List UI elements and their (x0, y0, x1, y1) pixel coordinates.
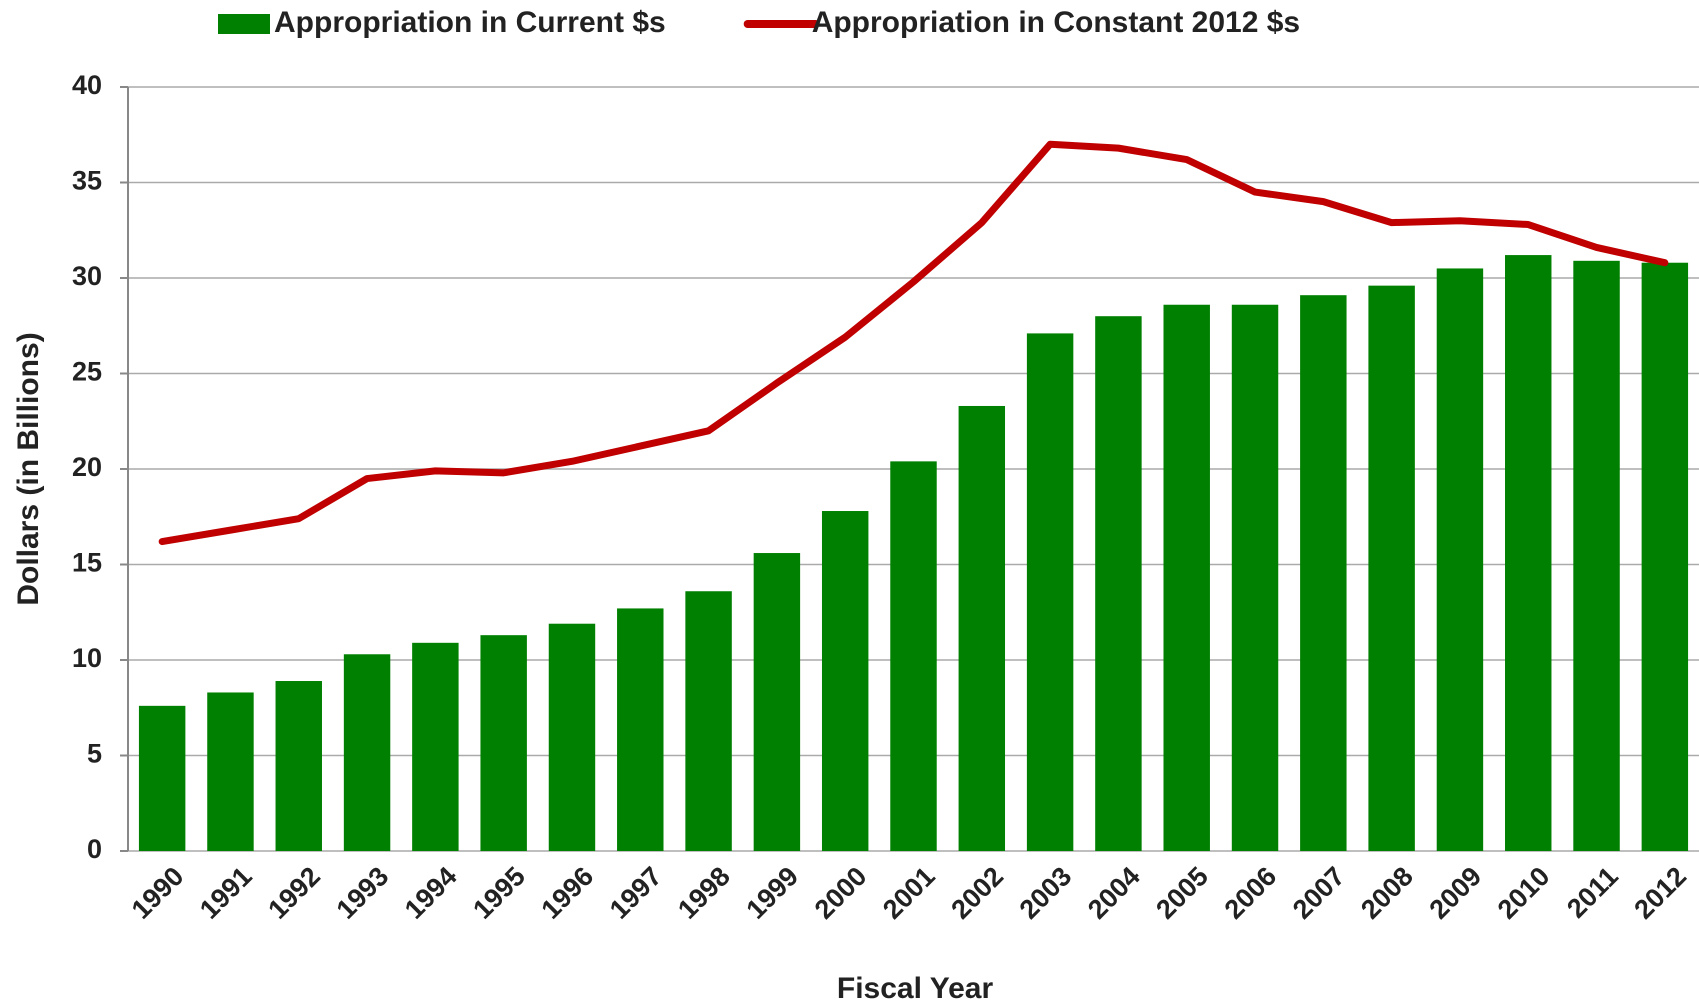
x-tick-label: 1990 (126, 861, 190, 925)
x-tick-label: 1992 (262, 861, 326, 925)
y-tick-label: 40 (72, 70, 102, 100)
x-tick-label: 2001 (877, 861, 941, 925)
bar (958, 405, 1006, 851)
x-tick-label: 2004 (1082, 861, 1146, 925)
y-tick-label: 35 (72, 166, 102, 196)
y-tick-label: 10 (72, 643, 102, 673)
bar (1505, 255, 1552, 851)
bar (1231, 304, 1279, 851)
x-tick-label: 2010 (1492, 861, 1556, 925)
x-tick-label: 1998 (672, 861, 736, 925)
bar (890, 461, 937, 851)
bar (1163, 304, 1210, 851)
x-tick-label: 1996 (536, 861, 600, 925)
x-tick-label: 2009 (1424, 861, 1488, 925)
x-tick-label: 2012 (1628, 861, 1692, 925)
x-tick-label: 2006 (1219, 861, 1283, 925)
bar (412, 642, 459, 851)
bar (275, 681, 322, 851)
bar (1573, 260, 1620, 851)
x-tick-label: 2011 (1561, 861, 1624, 924)
y-tick-label: 15 (72, 548, 102, 578)
bar (685, 591, 732, 851)
bar (1641, 262, 1689, 852)
x-tick-label: 1997 (604, 861, 668, 925)
bar (1300, 295, 1347, 851)
y-tick-label: 5 (87, 739, 102, 769)
bar (753, 553, 801, 851)
x-tick-label: 2008 (1355, 861, 1419, 925)
x-tick-label: 2002 (945, 861, 1009, 925)
legend-swatch (218, 14, 270, 34)
bar (617, 608, 664, 851)
x-tick-label: 2007 (1287, 861, 1351, 925)
bar (1026, 333, 1074, 851)
legend-label: Appropriation in Current $s (274, 6, 666, 39)
y-tick-label: 30 (72, 261, 102, 291)
bar (1368, 285, 1415, 851)
x-tick-label: 1994 (399, 861, 463, 925)
x-axis-title: Fiscal Year (837, 972, 994, 1005)
bar (207, 692, 254, 851)
x-tick-label: 1991 (194, 861, 258, 925)
y-tick-label: 25 (72, 357, 102, 387)
bar (138, 705, 186, 851)
x-tick-label: 2003 (1014, 861, 1078, 925)
bar (548, 623, 596, 851)
y-tick-label: 0 (87, 834, 102, 864)
x-tick-label: 2000 (809, 861, 873, 925)
bar (480, 635, 527, 851)
bar (1095, 316, 1142, 851)
y-tick-label: 20 (72, 452, 102, 482)
x-tick-label: 1999 (740, 861, 804, 925)
legend-label: Appropriation in Constant 2012 $s (812, 6, 1300, 39)
line (158, 140, 1669, 546)
x-tick-label: 1993 (331, 861, 395, 925)
bar (343, 654, 391, 851)
bar (821, 511, 869, 851)
x-tick-label: 1995 (467, 861, 531, 925)
x-tick-label: 2005 (1150, 861, 1214, 925)
bar (1436, 268, 1484, 851)
y-axis-title: Dollars (in Billions) (12, 332, 45, 605)
